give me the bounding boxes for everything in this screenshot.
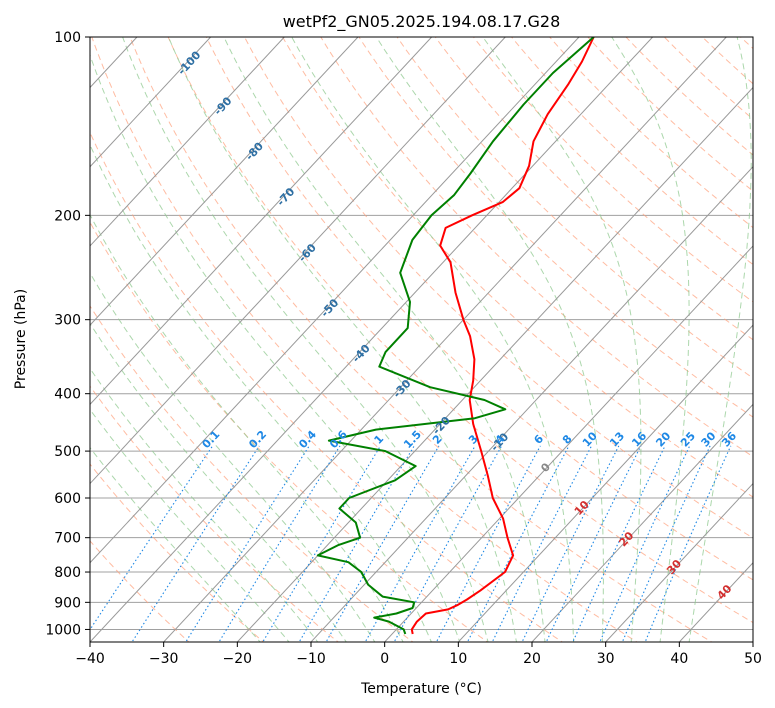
mixing-ratio-line — [90, 445, 214, 631]
moist-adiabat — [90, 53, 461, 642]
y-tick-label: 300 — [54, 313, 81, 329]
isotherm-gridline — [90, 37, 580, 564]
y-tick-label: 200 — [54, 208, 81, 224]
moist-adiabat — [482, 37, 642, 642]
moist-adiabat — [167, 37, 518, 642]
isotherm-gridline — [163, 37, 727, 642]
isotherm-gridline — [90, 37, 212, 168]
isotherm-gridline — [236, 86, 753, 642]
moist-adiabat — [291, 37, 575, 642]
moist-adiabat — [90, 143, 432, 642]
y-axis-title: Pressure (hPa) — [13, 289, 29, 389]
y-tick-label: 400 — [54, 387, 81, 403]
isotherm-gridline — [457, 324, 753, 642]
mixing-ratio-line — [325, 445, 440, 642]
moist-adiabat — [611, 37, 690, 642]
plot-frame — [89, 36, 754, 643]
moist-adiabat — [90, 408, 290, 642]
moist-adiabat — [375, 37, 604, 642]
x-tick-label: 10 — [449, 651, 467, 667]
x-tick-label: 50 — [744, 651, 762, 667]
x-tick-label: 0 — [380, 651, 389, 667]
dry-adiabats — [90, 37, 753, 642]
y-tick-label: 900 — [54, 595, 81, 611]
isotherm-gridline — [310, 165, 753, 642]
y-axis-ticks: 100 200 300 400 500 600 700 800 900 1000 — [45, 30, 90, 638]
y-tick-label: 100 — [54, 30, 81, 46]
isotherm-gridline — [531, 403, 753, 642]
dewpoint-trace — [316, 37, 595, 635]
sounding-traces — [316, 37, 595, 635]
mixing-ratio-line — [298, 445, 415, 642]
x-axis-ticks: −40 −30 −20 −10 0 10 20 30 40 50 — [75, 642, 762, 667]
mixing-ratio-line — [521, 445, 620, 642]
dry-adiabat — [90, 540, 190, 642]
dry-adiabat — [434, 37, 753, 341]
moist-adiabat — [90, 322, 347, 642]
moist-adiabat — [688, 37, 752, 642]
x-tick-label: 40 — [670, 651, 688, 667]
mixing-ratio-line — [545, 445, 642, 642]
isotherm-gridlines — [90, 37, 753, 642]
isotherm-gridline — [90, 37, 506, 485]
mixing-ratio-line — [599, 445, 691, 642]
mixing-ratio-line — [218, 445, 341, 642]
isotherm-gridline — [90, 37, 285, 247]
moist-adiabat — [122, 37, 489, 642]
x-tick-label: −20 — [223, 651, 253, 667]
x-tick-label: −40 — [75, 651, 105, 667]
isotherm-gridline — [605, 482, 753, 642]
moist-adiabat — [90, 367, 319, 642]
isotherm-gridline — [90, 37, 433, 406]
y-tick-label: 700 — [54, 531, 81, 547]
moist-adiabat — [223, 37, 546, 642]
mixing-ratio-line — [131, 445, 260, 642]
mixing-ratio-line — [572, 445, 666, 642]
mixing-ratio-line — [435, 445, 541, 642]
chart-title: wetPf2_GN05.2025.194.08.17.G28 — [283, 12, 561, 32]
mixing-ratio-lines — [90, 445, 732, 642]
isotherm-gridline — [384, 245, 753, 642]
dry-adiabat — [90, 221, 489, 642]
y-tick-label: 1000 — [45, 622, 81, 638]
dry-adiabat — [129, 37, 713, 642]
dry-adiabat — [90, 131, 564, 642]
plot-area: -100-90-80-70-60-50-40-30-20-100.1 0.2 0.4… — [90, 37, 753, 642]
dry-adiabat — [90, 463, 265, 642]
mixing-ratio-line — [262, 445, 381, 642]
x-tick-label: 30 — [597, 651, 615, 667]
isotherm-gridline — [90, 37, 359, 326]
moist-adiabat — [90, 213, 404, 642]
mixing-ratio-line — [185, 445, 310, 642]
x-axis-title: Temperature (°C) — [360, 681, 482, 697]
x-tick-label: 20 — [523, 651, 541, 667]
temperature-trace — [410, 37, 595, 635]
isotherm-gridline — [90, 37, 654, 642]
y-tick-label: 600 — [54, 491, 81, 507]
x-tick-label: −30 — [149, 651, 179, 667]
dry-adiabat — [90, 385, 340, 642]
x-tick-label: −10 — [296, 651, 326, 667]
dry-adiabat — [167, 37, 753, 624]
y-tick-label: 800 — [54, 565, 81, 581]
dry-adiabat — [396, 37, 753, 379]
y-tick-label: 500 — [54, 444, 81, 460]
